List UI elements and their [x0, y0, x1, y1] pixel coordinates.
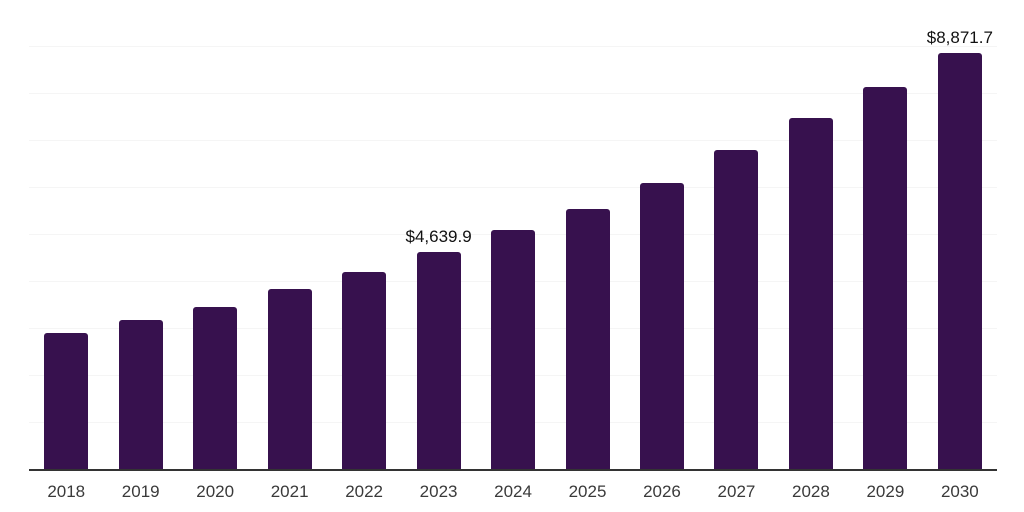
x-tick-2020: 2020 [196, 482, 235, 501]
bar-2028 [788, 118, 833, 470]
bar-slot-2019 [103, 0, 177, 470]
gridline-9000 [29, 46, 997, 47]
bar-slot-2029 [848, 0, 922, 470]
x-tick-2029: 2029 [866, 482, 905, 501]
gridline-8000 [29, 93, 997, 94]
x-axis-line [29, 469, 997, 471]
bar-slot-2028 [774, 0, 848, 470]
bar-2030: $8,871.7 [927, 28, 993, 470]
x-tick-2024: 2024 [494, 482, 532, 501]
x-tick-2021: 2021 [270, 482, 309, 501]
gridline-7000 [29, 140, 997, 141]
bar-slot-2025 [550, 0, 624, 470]
bar-slot-2020 [178, 0, 252, 470]
bar-2020 [193, 307, 238, 470]
bar-slot-2018 [29, 0, 103, 470]
x-tick-2027: 2027 [717, 482, 756, 501]
x-tick-2030: 2030 [940, 482, 979, 501]
x-tick-2025: 2025 [568, 482, 607, 501]
x-tick-2018: 2018 [47, 482, 86, 501]
x-axis-labels: 2018 2019 2020 2021 2022 2023 2024 2025 2026 2027… [29, 482, 997, 502]
x-tick-2023: 2023 [419, 482, 458, 501]
x-tick-2028: 2028 [792, 482, 830, 501]
data-label-2030: $8,871.7 [926, 28, 993, 47]
bar-slot-2026 [625, 0, 699, 470]
x-tick-2019: 2019 [121, 482, 160, 501]
bar-slot-2023: $4,639.9 [401, 0, 475, 470]
x-tick-2026: 2026 [643, 482, 681, 501]
bar-2022 [342, 272, 387, 470]
bar-series: $4,639.9 $8,871.7 [29, 0, 997, 470]
bar-2018 [44, 333, 89, 470]
bar-2027 [714, 150, 759, 470]
bar-slot-2021 [252, 0, 326, 470]
bar-2023: $4,639.9 [405, 227, 472, 470]
x-tick-2022: 2022 [345, 482, 384, 501]
bar-slot-2030: $8,871.7 [923, 0, 997, 470]
bar-2019 [118, 320, 163, 470]
bar-2029 [863, 87, 908, 470]
data-label-2023: $4,639.9 [405, 227, 472, 246]
gridline-6000 [29, 187, 997, 188]
bar-2021 [267, 289, 312, 470]
bar-slot-2027 [699, 0, 773, 470]
bar-slot-2022 [327, 0, 401, 470]
bar-2026 [639, 183, 684, 470]
bar-2024 [491, 230, 536, 470]
bar-2025 [565, 209, 610, 470]
bar-slot-2024 [476, 0, 550, 470]
